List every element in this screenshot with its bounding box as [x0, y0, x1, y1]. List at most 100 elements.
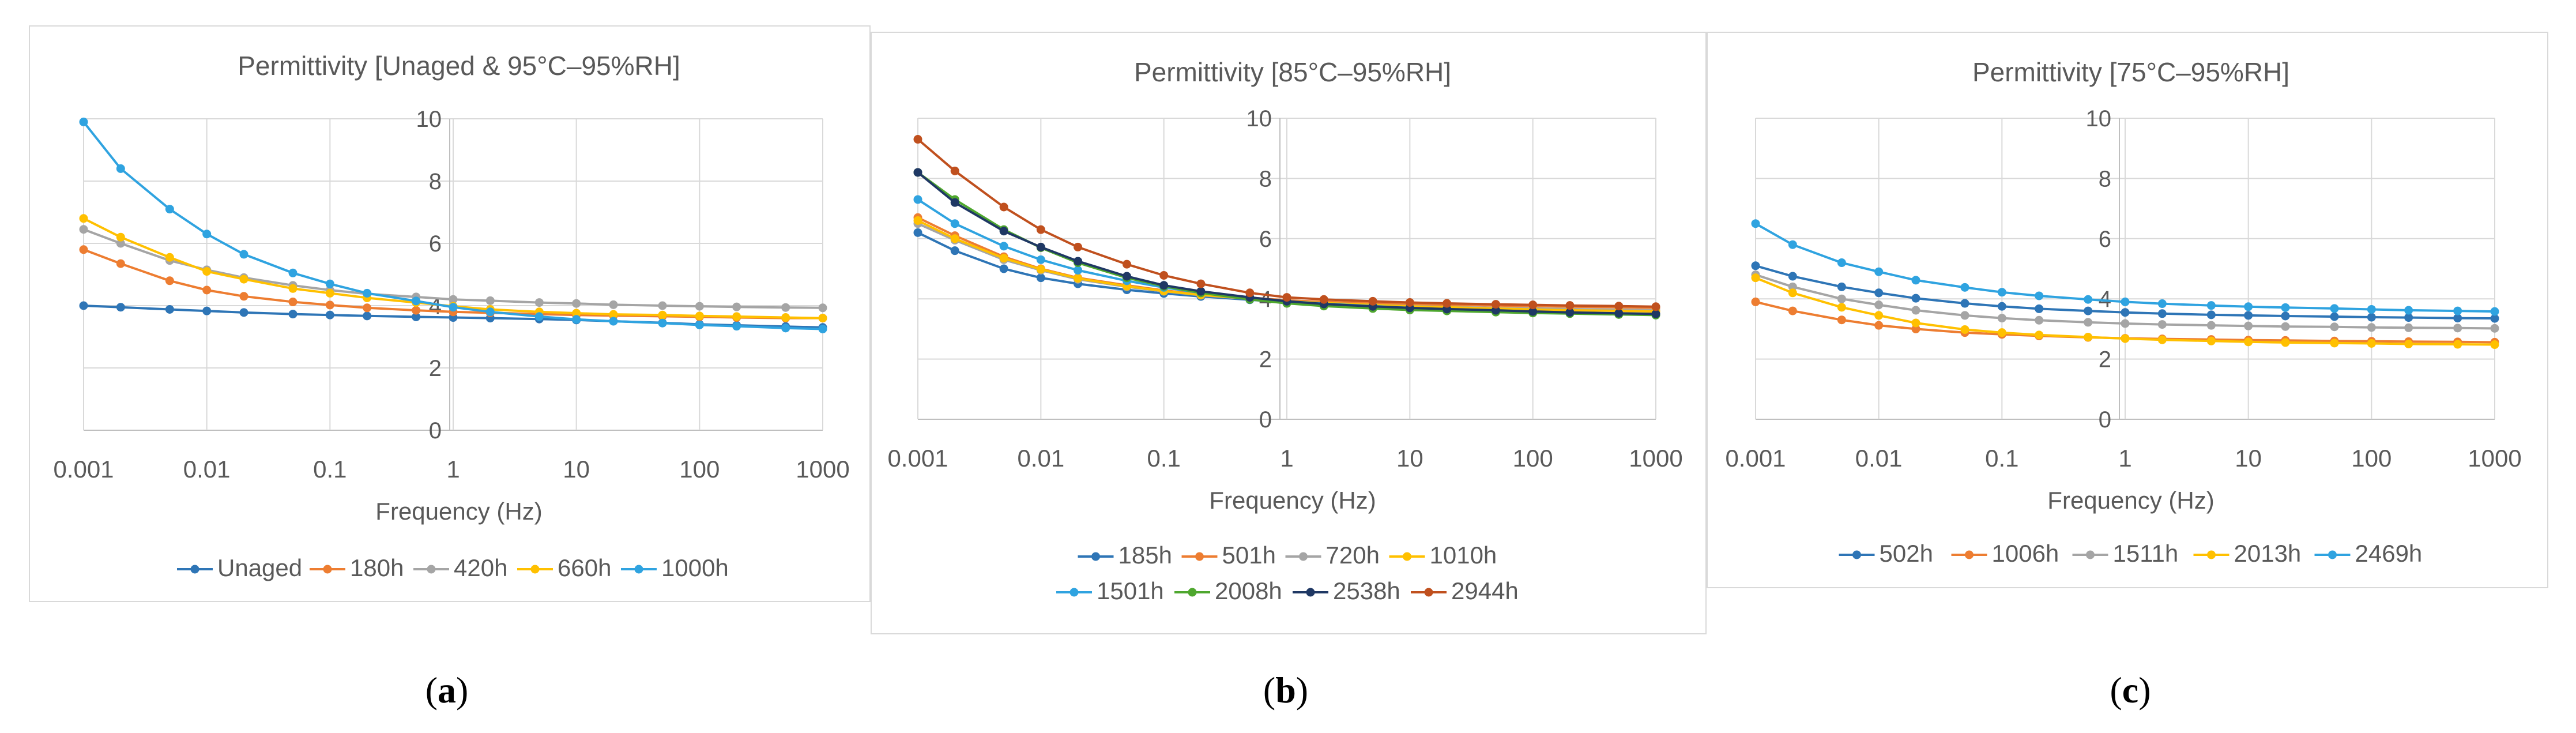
- y-tick-label: 6: [1259, 227, 1272, 252]
- data-point: [79, 245, 88, 254]
- data-point: [2281, 303, 2290, 312]
- data-point: [1159, 281, 1169, 290]
- legend-marker: [1069, 588, 1079, 597]
- data-point: [116, 232, 125, 242]
- data-point: [449, 295, 458, 304]
- data-point: [2404, 323, 2413, 332]
- data-point: [1788, 282, 1797, 291]
- data-point: [2453, 314, 2462, 323]
- legend-marker: [1965, 550, 1974, 559]
- data-point: [609, 300, 618, 309]
- y-tick-label: 2: [429, 356, 442, 381]
- data-point: [363, 288, 372, 298]
- data-point: [1751, 219, 1760, 228]
- data-point: [202, 285, 212, 295]
- data-point: [165, 253, 174, 262]
- y-tick-label: 8: [429, 169, 442, 194]
- legend-label: 501h: [1222, 542, 1276, 569]
- data-point: [165, 276, 174, 285]
- chart-a: Permittivity [Unaged & 95°C–95%RH] 0 2 4 6 8 1…: [53, 51, 849, 581]
- data-point: [534, 298, 544, 307]
- data-point: [1036, 255, 1045, 264]
- data-point: [1911, 318, 1920, 328]
- data-point: [999, 202, 1008, 212]
- y-tick-label: 0: [2099, 407, 2111, 433]
- data-point: [1565, 308, 1575, 317]
- legend-label: Unaged: [217, 554, 302, 581]
- data-point: [1874, 267, 1884, 276]
- x-tick-label: 0.1: [1147, 445, 1180, 472]
- data-point: [1491, 306, 1500, 315]
- data-point: [1751, 261, 1760, 270]
- data-point: [781, 324, 790, 333]
- chart-title: Permittivity [85°C–95%RH]: [1134, 57, 1451, 87]
- legend-label: 2469h: [2355, 540, 2423, 567]
- chart-panel-b: Permittivity [85°C–95%RH] 0 2 4 6 8 10 0.001 0.0…: [871, 32, 1707, 634]
- data-point: [288, 310, 297, 319]
- data-point: [288, 298, 297, 307]
- x-tick-label: 1000: [1629, 445, 1682, 472]
- legend-marker: [1424, 588, 1433, 597]
- data-point: [1997, 288, 2006, 297]
- data-point: [818, 314, 827, 323]
- legend-marker: [2086, 550, 2095, 559]
- data-point: [485, 307, 495, 317]
- data-point: [732, 312, 741, 321]
- data-point: [950, 246, 959, 255]
- data-point: [1405, 298, 1414, 307]
- data-point: [2121, 308, 2130, 317]
- data-point: [2244, 321, 2253, 330]
- chart-panel-a: Permittivity [Unaged & 95°C–95%RH] 0 2 4 6 8 1…: [29, 25, 871, 602]
- data-point: [1651, 302, 1660, 311]
- data-point: [1074, 257, 1083, 266]
- data-point: [2084, 306, 2093, 315]
- data-point: [695, 311, 704, 321]
- data-point: [1074, 274, 1083, 283]
- x-tick-label: 0.01: [1017, 445, 1064, 472]
- legend-marker: [1852, 550, 1861, 559]
- data-point: [2490, 314, 2499, 323]
- data-point: [950, 166, 959, 175]
- x-axis-title: Frequency (Hz): [375, 498, 542, 525]
- data-point: [1997, 314, 2006, 323]
- legend-label: 2013h: [2234, 540, 2302, 567]
- legend-marker: [1299, 552, 1308, 561]
- data-point: [1911, 294, 1920, 303]
- data-point: [1122, 272, 1131, 281]
- data-point: [79, 225, 88, 234]
- data-point: [2453, 340, 2462, 349]
- data-point: [1528, 307, 1538, 316]
- legend-label: 185h: [1118, 542, 1172, 569]
- legend-marker: [530, 565, 540, 574]
- data-point: [1874, 311, 1884, 320]
- y-tick-label: 6: [2099, 227, 2111, 252]
- data-point: [1874, 321, 1884, 330]
- x-tick-label: 1: [446, 456, 460, 483]
- data-point: [2206, 321, 2216, 330]
- data-point: [1196, 287, 1206, 296]
- y-tick-label: 0: [429, 418, 442, 443]
- x-tick-label: 0.01: [1855, 445, 1903, 472]
- data-point: [1960, 311, 1969, 320]
- data-point: [2367, 305, 2376, 314]
- legend-label: 1006h: [1992, 540, 2059, 567]
- x-tick-label: 10: [1396, 445, 1423, 472]
- y-tick-label: 8: [2099, 166, 2111, 191]
- data-point: [1837, 282, 1846, 291]
- data-point: [412, 312, 421, 321]
- data-point: [1788, 240, 1797, 249]
- caption-b-letter: b: [1275, 670, 1296, 711]
- x-tick-label: 100: [1513, 445, 1553, 472]
- data-point: [1282, 293, 1291, 302]
- data-point: [2367, 323, 2376, 332]
- data-point: [2157, 320, 2167, 329]
- data-point: [695, 320, 704, 329]
- data-point: [239, 308, 248, 317]
- y-tick-label: 8: [1259, 166, 1272, 191]
- legend-label: 1511h: [2113, 540, 2179, 567]
- legend-marker: [427, 565, 436, 574]
- x-tick-label: 1: [1280, 445, 1293, 472]
- legend-label: 2538h: [1333, 577, 1400, 604]
- data-point: [913, 135, 922, 144]
- data-point: [1788, 288, 1797, 298]
